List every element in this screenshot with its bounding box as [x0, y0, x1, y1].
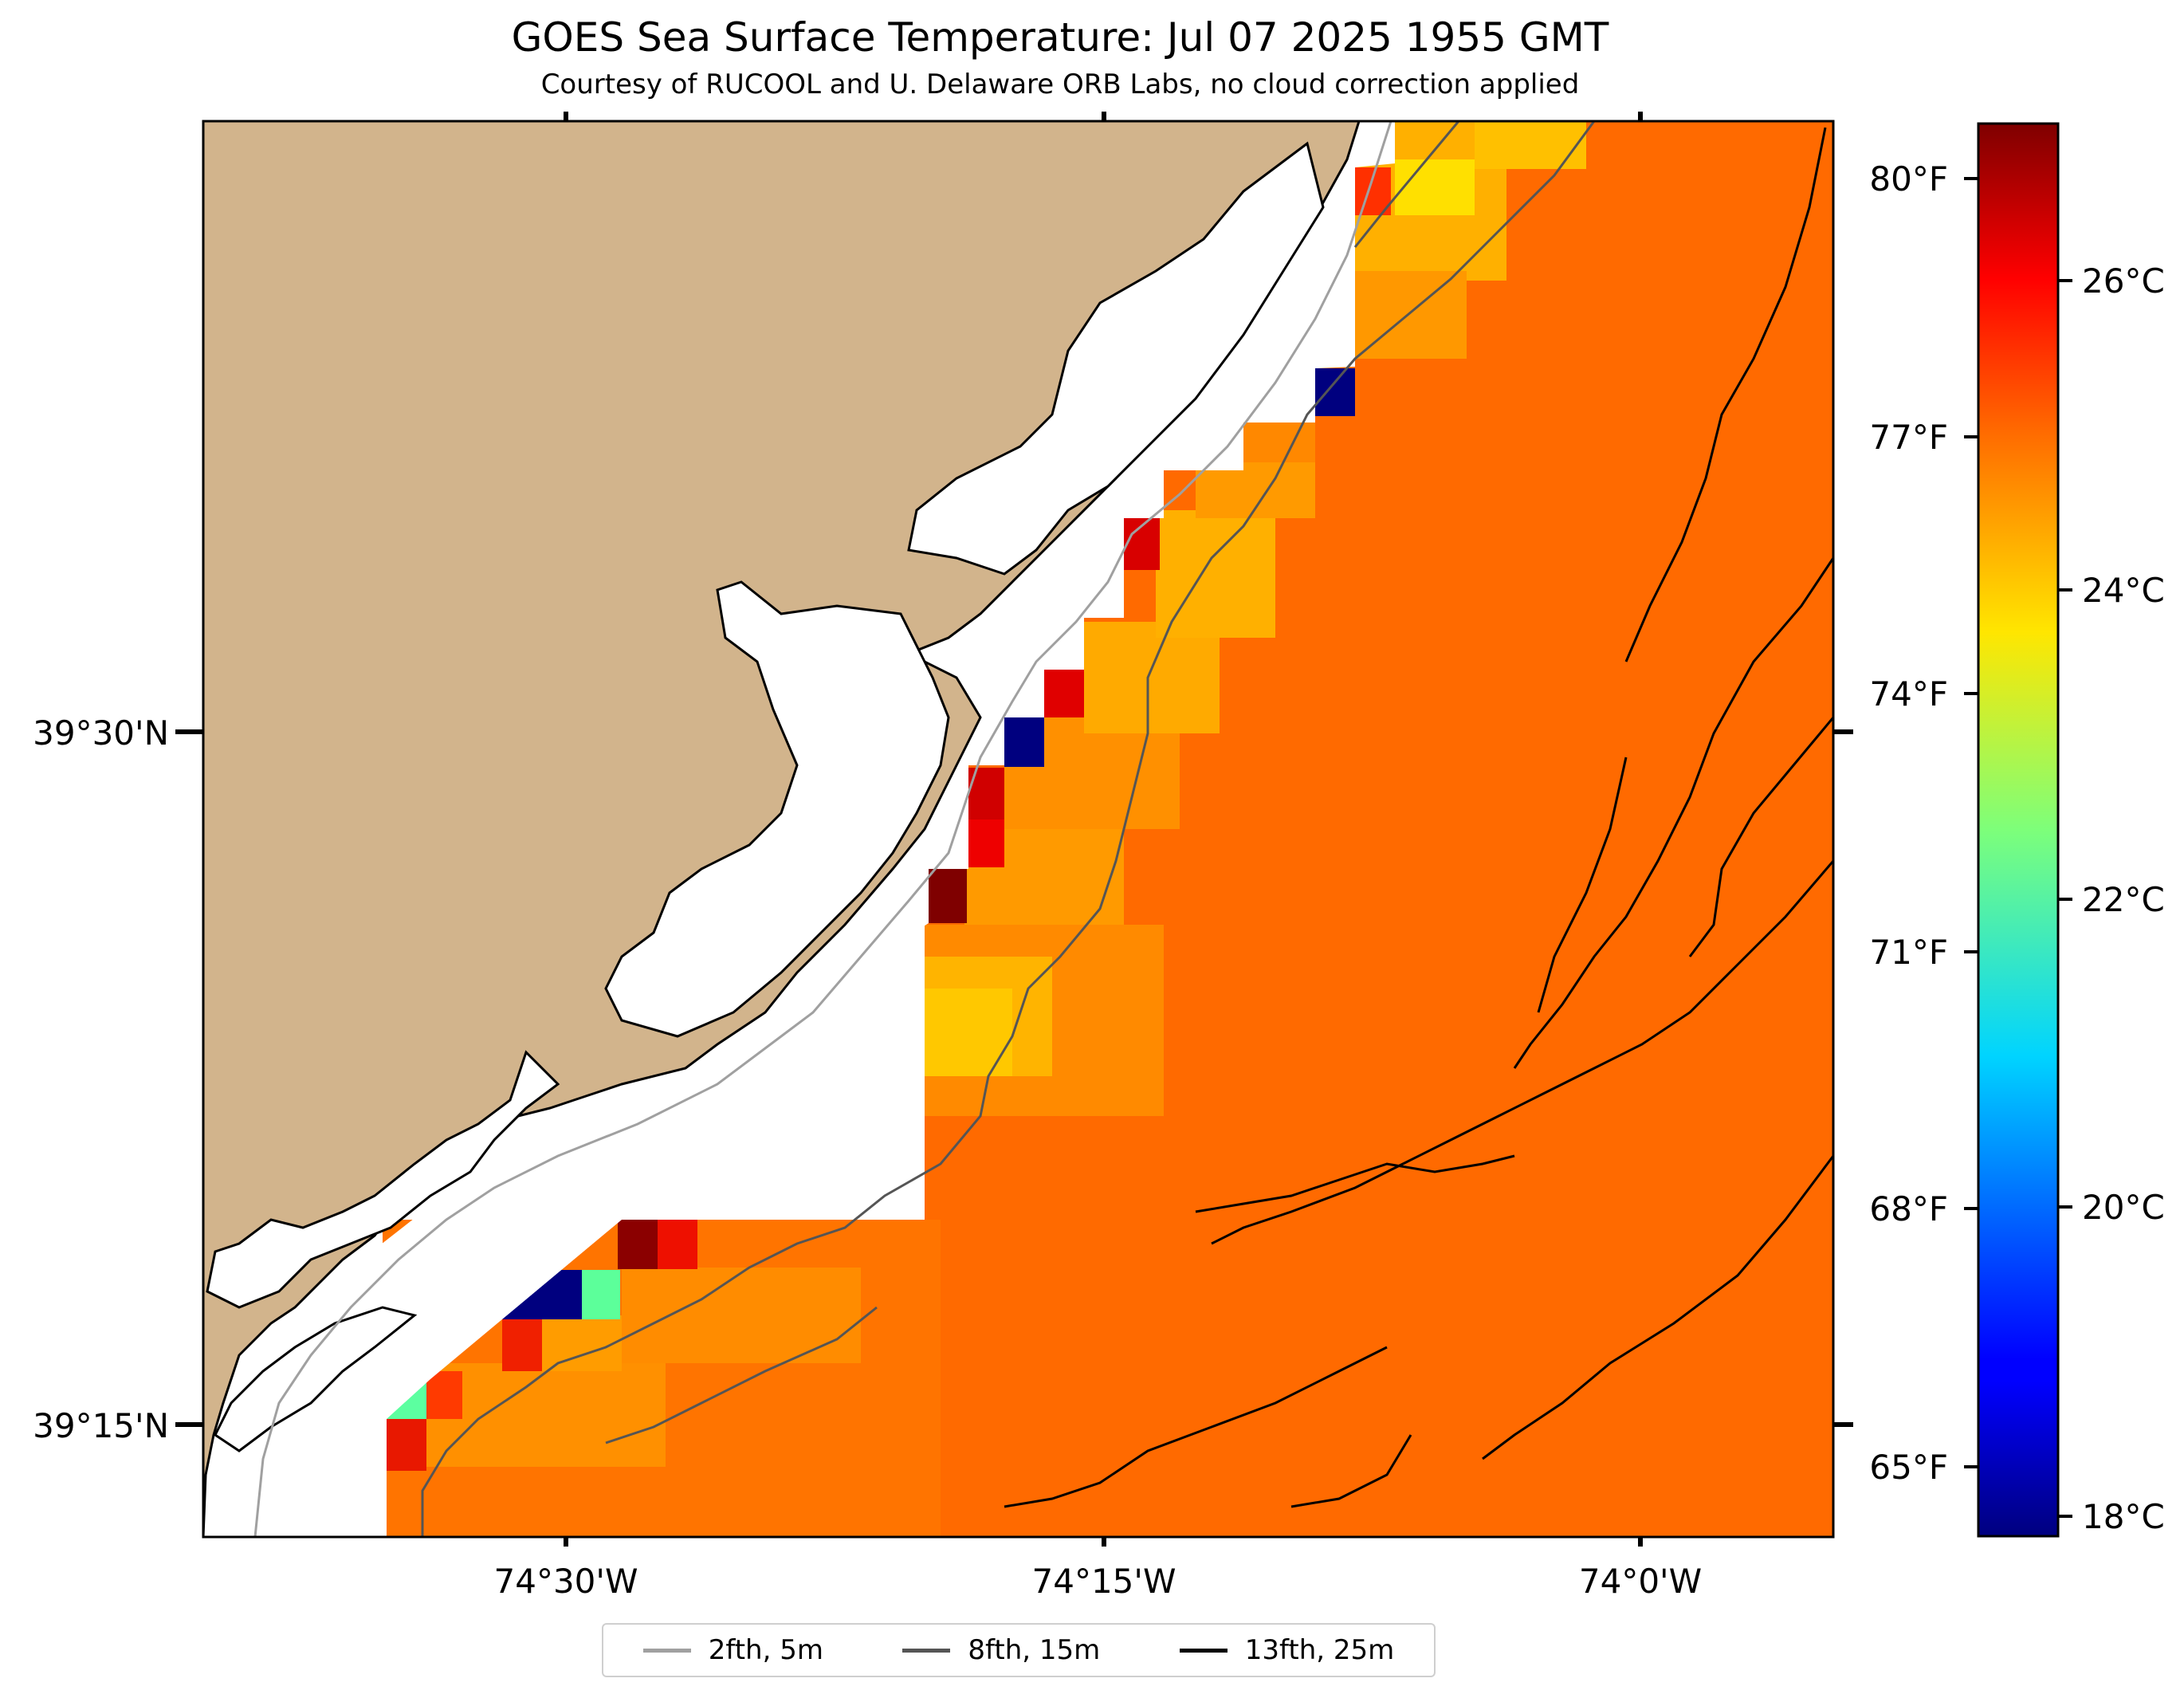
sst-pixel-warm: [658, 1220, 697, 1269]
sst-pixel-warm: [968, 820, 1004, 867]
sst-pixel-cool: [582, 1270, 620, 1319]
bay-south-2: [214, 1306, 418, 1452]
nodata-nearshore-north: [877, 121, 1395, 957]
y-tick-label: 39°30'N: [33, 713, 169, 753]
sst-pixel-warm: [1044, 670, 1084, 717]
sst-south-2: [426, 1363, 666, 1467]
bay-south: [206, 1050, 560, 1309]
sst-north-2: [1395, 159, 1475, 215]
sst-pixel-warm: [929, 869, 967, 923]
legend-label: 2fth, 5m: [708, 1634, 823, 1666]
colorbar-celsius-label: 20°C: [2082, 1188, 2165, 1227]
sst-pixel-warm: [387, 1419, 426, 1471]
chart-title: GOES Sea Surface Temperature: Jul 07 202…: [511, 14, 1609, 61]
legend-label: 13fth, 25m: [1244, 1634, 1395, 1666]
legend-swatch-13fth: [1179, 1648, 1228, 1653]
colorbar-fahrenheit-label: 65°F: [1869, 1448, 1948, 1487]
y-tick-label: 39°15'N: [33, 1406, 169, 1445]
sst-pixel-warm: [426, 1371, 462, 1419]
colorbar-fahrenheit-label: 71°F: [1869, 933, 1948, 972]
isobath-8fth: [421, 121, 1596, 1537]
sst-grid: [311, 121, 1833, 1537]
legend-swatch-2fth: [642, 1648, 691, 1653]
nodata-nearshore: [239, 821, 925, 1537]
colorbar-fahrenheit-label: 77°F: [1869, 418, 1948, 457]
isobath-2fth: [253, 121, 1392, 1537]
axis-ticks: [175, 112, 1853, 1547]
bay-north: [907, 141, 1325, 576]
colorbar-ticks: [1964, 177, 2072, 1518]
map-area: [203, 121, 1833, 1537]
bay-mid: [604, 580, 950, 1038]
colorbar-celsius-label: 26°C: [2082, 261, 2165, 301]
x-tick-label: 74°15'W: [1032, 1562, 1176, 1601]
x-tick-label: 74°0'W: [1579, 1562, 1702, 1601]
colorbar-fahrenheit-label: 74°F: [1869, 674, 1948, 713]
sst-pixel-cold: [1315, 368, 1355, 416]
colorbar-fahrenheit-label: 80°F: [1869, 159, 1948, 198]
sst-north-3: [1475, 121, 1586, 169]
legend-item: 8fth, 15m: [902, 1634, 1100, 1666]
legend-item: 13fth, 25m: [1179, 1634, 1395, 1666]
legend-swatch-8fth: [902, 1648, 951, 1653]
sst-nearshore-3: [925, 989, 1012, 1076]
sst-pixel-warm: [502, 1319, 542, 1371]
legend-item: 2fth, 5m: [642, 1634, 823, 1666]
map-frame: [202, 120, 1835, 1539]
colorbar-fahrenheit-label: 68°F: [1869, 1189, 1948, 1228]
isobath-legend: 2fth, 5m 8fth, 15m 13fth, 25m: [602, 1623, 1436, 1677]
x-tick-label: 74°30'W: [494, 1562, 638, 1601]
colorbar-celsius-label: 24°C: [2082, 571, 2165, 610]
sst-pixel-cold: [1004, 717, 1044, 767]
legend-label: 8fth, 15m: [968, 1634, 1101, 1666]
colorbar-celsius-label: 22°C: [2082, 880, 2165, 919]
sst-south-1: [622, 1268, 861, 1363]
chart-subtitle: Courtesy of RUCOOL and U. Delaware ORB L…: [540, 69, 1580, 100]
sst-pixel-warm: [618, 1220, 658, 1269]
colorbar: [1977, 122, 2060, 1538]
colorbar-celsius-label: 18°C: [2082, 1497, 2165, 1536]
isobath-13fth: [1004, 127, 1833, 1508]
sst-nearshore-6: [1084, 622, 1220, 733]
